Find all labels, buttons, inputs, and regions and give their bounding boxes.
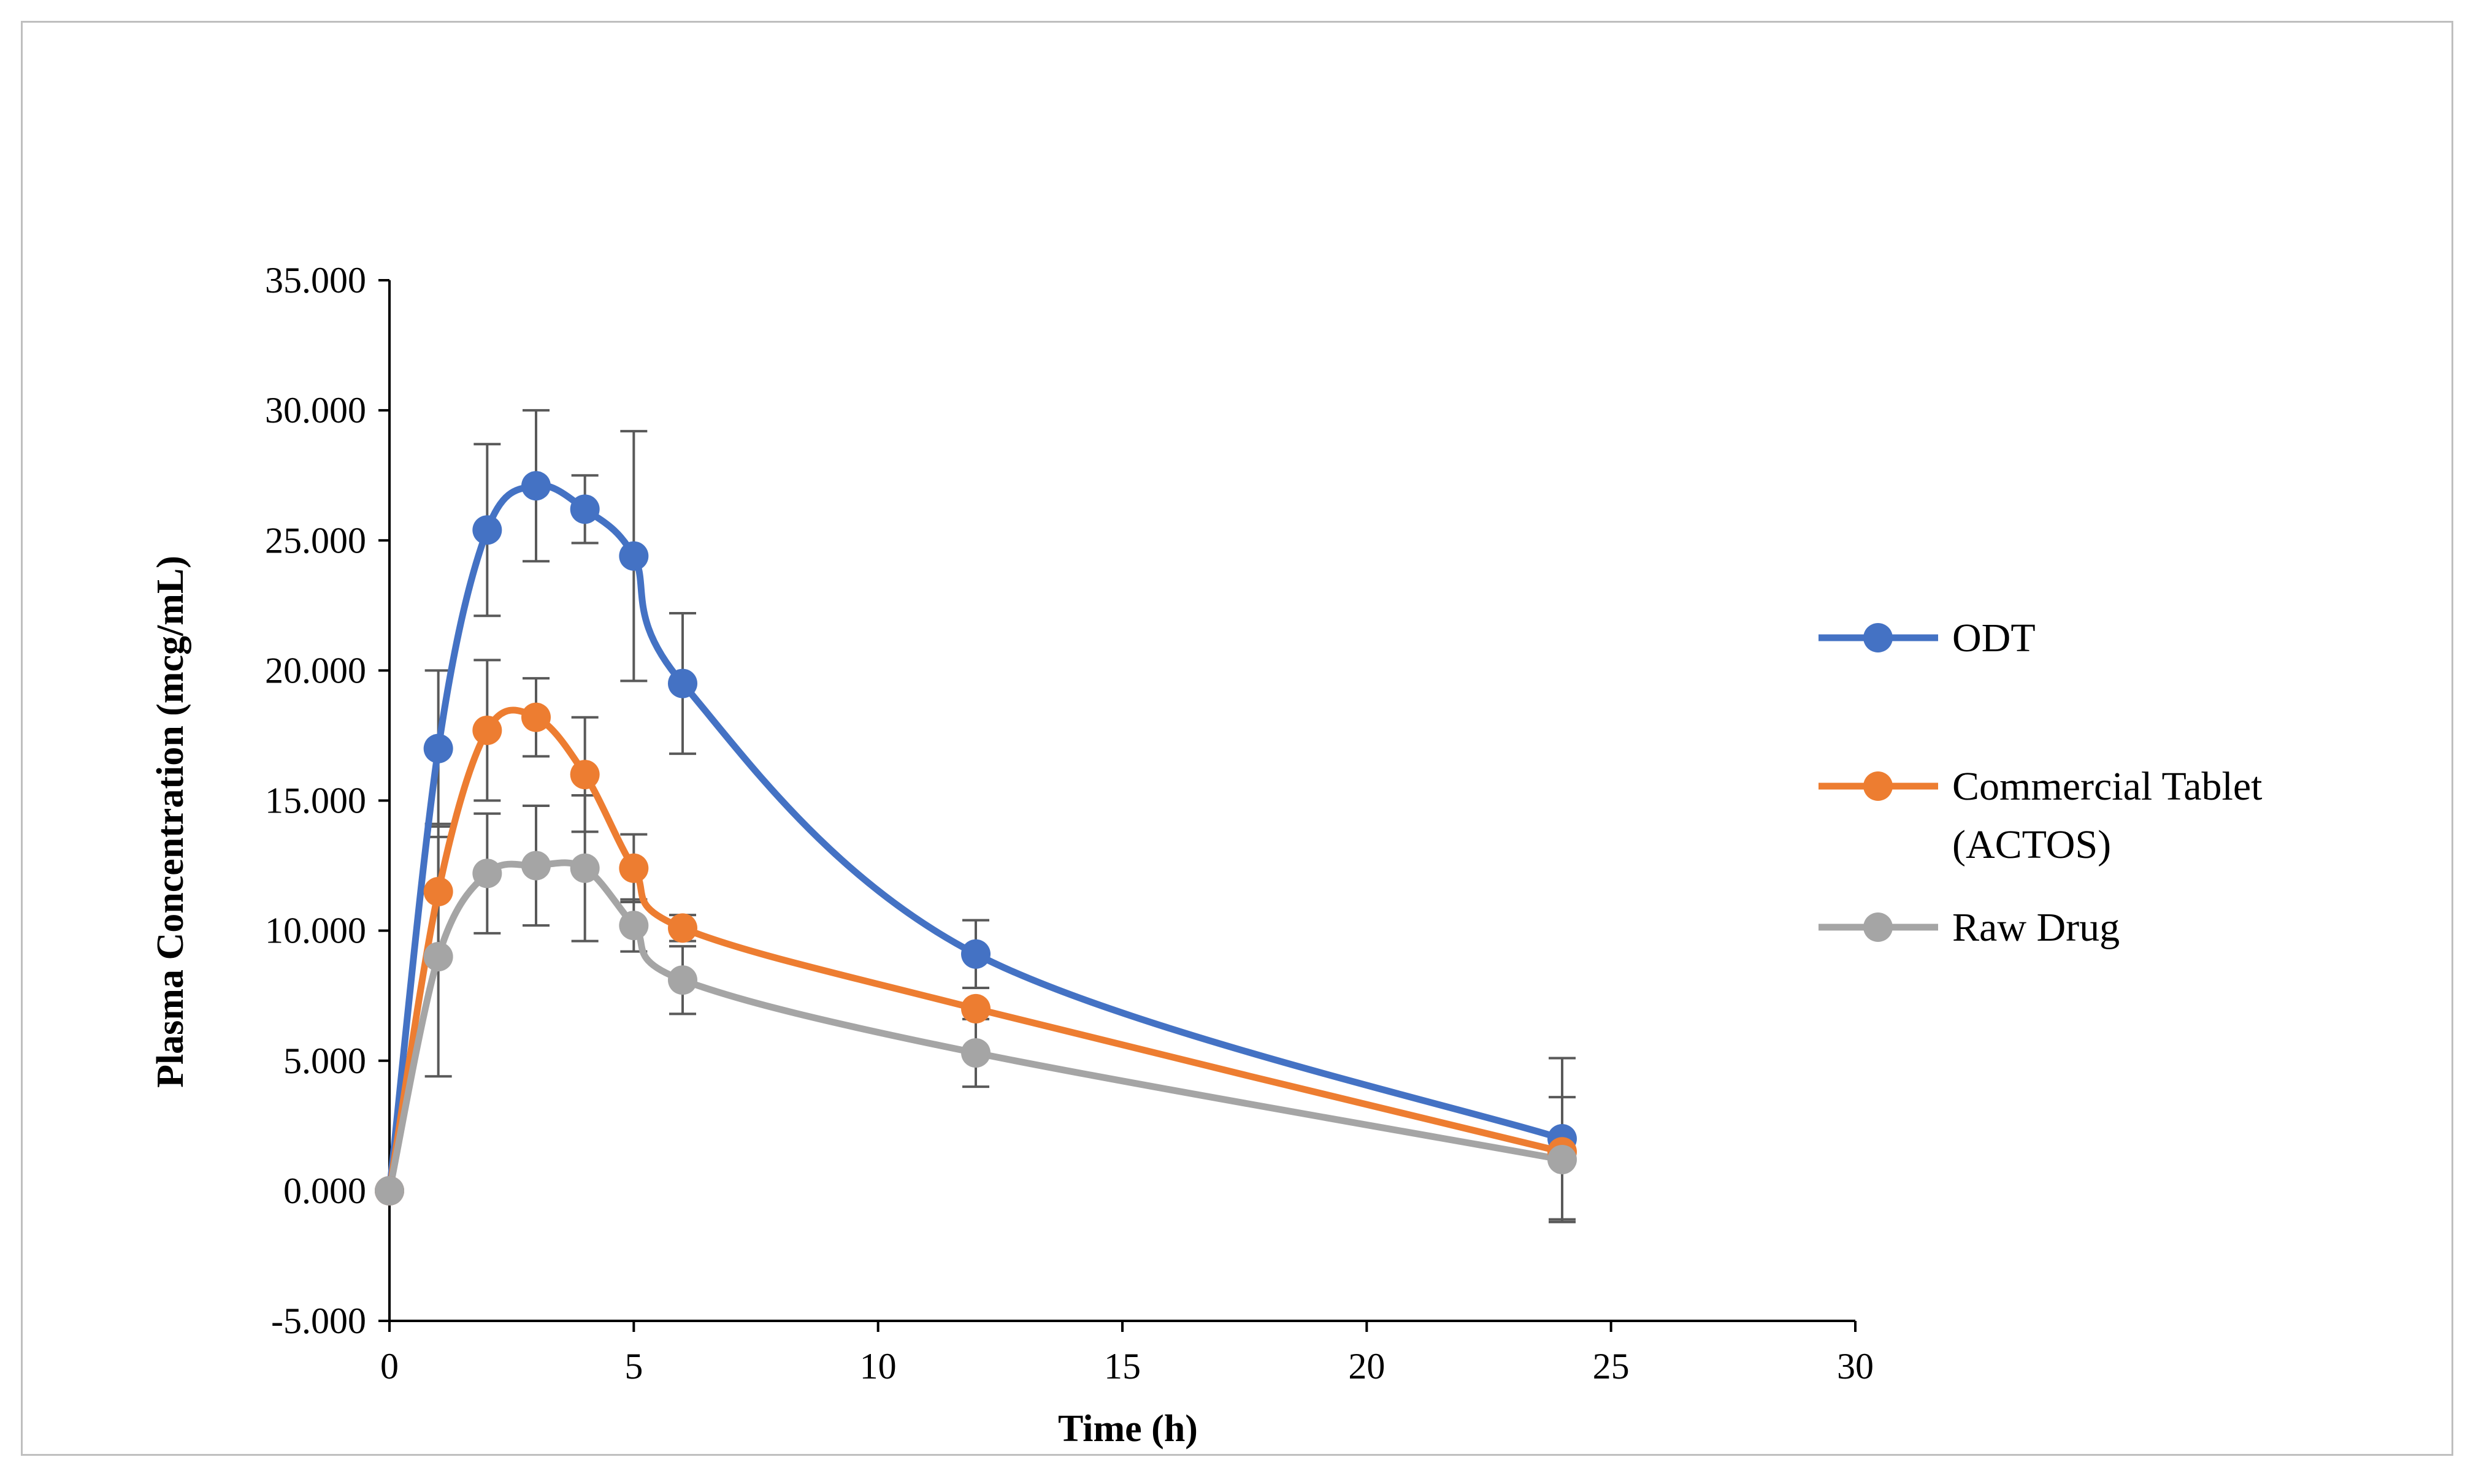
x-tick-label: 10 bbox=[860, 1346, 897, 1386]
error-bars bbox=[424, 409, 1576, 1223]
x-axis-title: Time (h) bbox=[1058, 1408, 1198, 1450]
odt-point bbox=[472, 515, 502, 545]
commercial-tablet-actos-point bbox=[619, 853, 649, 883]
x-tick-label: 0 bbox=[380, 1346, 399, 1386]
y-axis-title: Plasma Concentration (mcg/mL) bbox=[150, 556, 191, 1088]
raw-drug-point bbox=[423, 942, 453, 972]
raw-drug-point bbox=[521, 851, 551, 881]
raw-drug-point bbox=[1547, 1144, 1577, 1174]
commercial-tablet-actos-point bbox=[570, 760, 600, 790]
odt-point bbox=[521, 471, 551, 501]
legend-odt-marker bbox=[1863, 623, 1893, 652]
x-tick-label: 25 bbox=[1593, 1346, 1630, 1386]
y-tick-label: 20.000 bbox=[265, 650, 366, 690]
legend: ODT Commercial Tablet (ACTOS) Raw Drug bbox=[1819, 616, 2263, 950]
y-tick-label: 15.000 bbox=[265, 781, 366, 821]
odt-point bbox=[570, 494, 600, 524]
legend-commercial-tablet-actos-marker bbox=[1863, 771, 1893, 801]
y-tick-label: 10.000 bbox=[265, 911, 366, 951]
legend-odt-label: ODT bbox=[1952, 616, 2036, 660]
odt-point bbox=[619, 541, 649, 571]
legend-raw-drug-marker bbox=[1863, 912, 1893, 942]
odt-point bbox=[961, 939, 991, 969]
y-tick-label: -5.000 bbox=[271, 1301, 366, 1341]
raw-drug-point bbox=[619, 911, 649, 941]
commercial-tablet-actos-point bbox=[423, 876, 453, 906]
raw-drug-point bbox=[961, 1038, 991, 1068]
legend-commercial-tablet-actos-label: (ACTOS) bbox=[1952, 822, 2111, 867]
raw-drug-point bbox=[668, 965, 697, 995]
commercial-tablet-actos-point bbox=[668, 913, 697, 943]
axes: -5.000 0.000 5.000 10.000 15.000 20.000 25.000… bbox=[265, 260, 1874, 1386]
x-tick-label: 15 bbox=[1104, 1346, 1141, 1386]
x-tick-label: 5 bbox=[624, 1346, 643, 1386]
odt-point bbox=[423, 733, 453, 763]
y-tick-label: 25.000 bbox=[265, 520, 366, 560]
raw-drug-point bbox=[570, 853, 600, 883]
legend-raw-drug-label: Raw Drug bbox=[1952, 905, 2120, 950]
chart-frame bbox=[21, 21, 2453, 1456]
commercial-tablet-actos-point bbox=[472, 715, 502, 745]
y-tick-label: 35.000 bbox=[265, 260, 366, 300]
odt-point bbox=[668, 668, 697, 698]
y-tick-label: 5.000 bbox=[283, 1041, 366, 1081]
commercial-tablet-actos-point bbox=[521, 702, 551, 732]
series-markers bbox=[375, 471, 1577, 1206]
legend-commercial-tablet-actos-label: Commercial Tablet bbox=[1952, 764, 2263, 809]
raw-drug-point bbox=[375, 1176, 404, 1206]
y-tick-label: 30.000 bbox=[265, 390, 366, 430]
commercial-tablet-actos-point bbox=[961, 993, 991, 1023]
x-tick-label: 30 bbox=[1837, 1346, 1874, 1386]
x-tick-label: 20 bbox=[1348, 1346, 1385, 1386]
y-tick-label: 0.000 bbox=[283, 1171, 366, 1211]
raw-drug-point bbox=[472, 859, 502, 889]
